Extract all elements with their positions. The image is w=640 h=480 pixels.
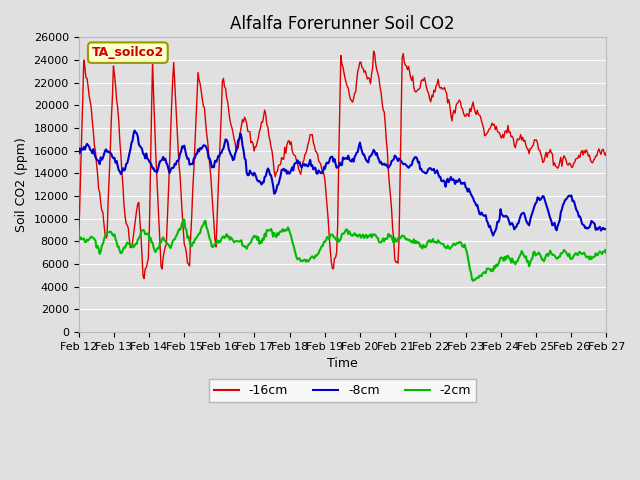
X-axis label: Time: Time [327,357,358,370]
Text: TA_soilco2: TA_soilco2 [92,46,164,59]
Y-axis label: Soil CO2 (ppm): Soil CO2 (ppm) [15,137,28,232]
Title: Alfalfa Forerunner Soil CO2: Alfalfa Forerunner Soil CO2 [230,15,455,33]
Legend: -16cm, -8cm, -2cm: -16cm, -8cm, -2cm [209,379,476,402]
